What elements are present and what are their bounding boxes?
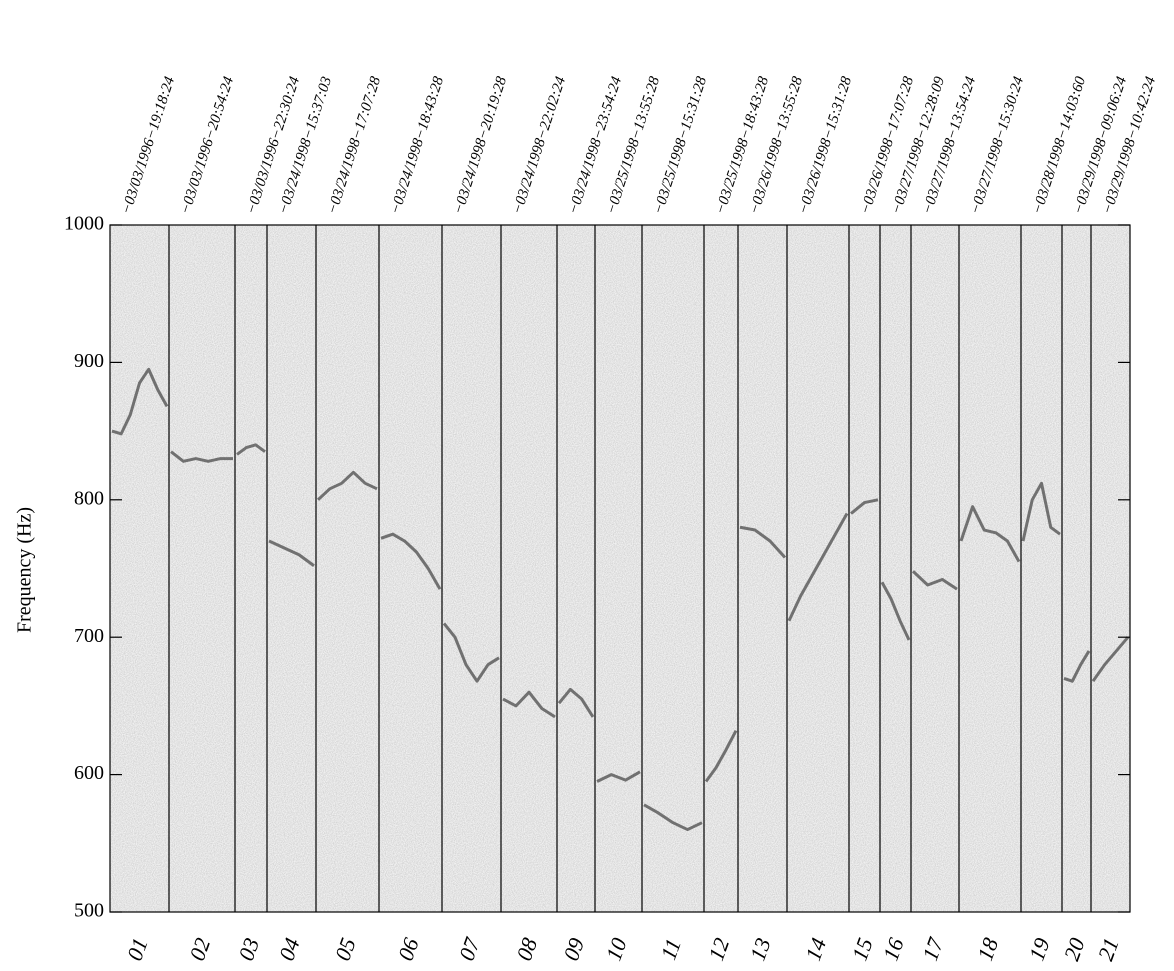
segment-label: 12 <box>703 935 734 964</box>
frequency-trace <box>850 498 879 515</box>
frequency-trace <box>502 690 556 719</box>
frequency-trace <box>880 581 911 641</box>
frequency-trace <box>236 443 266 456</box>
frequency-trace <box>268 539 315 567</box>
frequency-trace <box>557 687 595 718</box>
segment-label: 09 <box>558 935 589 964</box>
frequency-trace <box>111 367 169 436</box>
segment-label: 06 <box>393 935 424 964</box>
y-tick-label: 1000 <box>64 213 104 235</box>
segment-timestamp: −03/24/1998−17:07:28 <box>325 74 385 216</box>
y-tick-label: 900 <box>74 350 104 372</box>
y-tick-label: 600 <box>74 762 104 784</box>
segment-timestamp: −03/03/1996−19:18:24 <box>119 74 179 216</box>
segment-label: 14 <box>800 935 831 964</box>
segment-timestamp: −03/25/1998−15:31:28 <box>651 74 711 216</box>
segment-label: 07 <box>454 934 485 964</box>
frequency-trace <box>1091 636 1130 683</box>
segment-label: 18 <box>972 935 1003 964</box>
frequency-trace <box>170 450 233 463</box>
segment-timestamp: −03/24/1998−20:19:28 <box>451 74 511 216</box>
segment-label: 03 <box>233 935 264 964</box>
segment-label: 08 <box>511 935 542 964</box>
frequency-trace <box>959 505 1021 563</box>
frequency-trace <box>739 525 787 559</box>
frequency-trace <box>442 622 500 683</box>
segment-label: 10 <box>601 935 632 964</box>
segment-timestamp: −03/03/1996−20:54:24 <box>178 74 238 216</box>
segment-label: 04 <box>274 935 305 964</box>
frequency-trace <box>596 770 641 783</box>
segment-label: 15 <box>847 935 878 964</box>
frequency-trace <box>1021 481 1061 542</box>
frequency-trace <box>704 729 738 783</box>
segment-label: 02 <box>184 935 215 964</box>
frequency-trace <box>380 532 442 590</box>
segment-label: 13 <box>745 935 776 964</box>
segment-timestamp: −03/27/1998−15:30:24 <box>968 74 1028 216</box>
segment-label: 11 <box>655 935 685 963</box>
plot-background <box>110 225 1130 912</box>
frequency-trace <box>787 512 849 622</box>
segment-label: 05 <box>330 935 361 964</box>
y-tick-label: 500 <box>74 900 104 922</box>
segment-timestamp: −03/26/1998−15:31:28 <box>796 74 856 216</box>
y-tick-label: 700 <box>74 625 104 647</box>
frequency-trace <box>316 470 378 501</box>
frequency-trace <box>1063 650 1091 683</box>
frequency-trace <box>911 570 958 591</box>
segment-label: 20 <box>1059 935 1090 964</box>
segment-timestamp: −03/24/1998−22:02:24 <box>510 74 570 216</box>
segment-label: 19 <box>1024 935 1055 964</box>
segment-timestamp: −03/24/1998−18:43:28 <box>388 74 448 216</box>
plot-frame <box>109 224 1131 913</box>
segment-label: 01 <box>122 935 153 964</box>
segment-label: 16 <box>878 935 909 964</box>
frequency-trace <box>643 803 703 832</box>
y-axis-label: Frequency (Hz) <box>14 507 36 633</box>
segment-label: 21 <box>1093 935 1124 964</box>
segment-label: 17 <box>917 934 948 964</box>
y-tick-label: 800 <box>74 487 104 509</box>
